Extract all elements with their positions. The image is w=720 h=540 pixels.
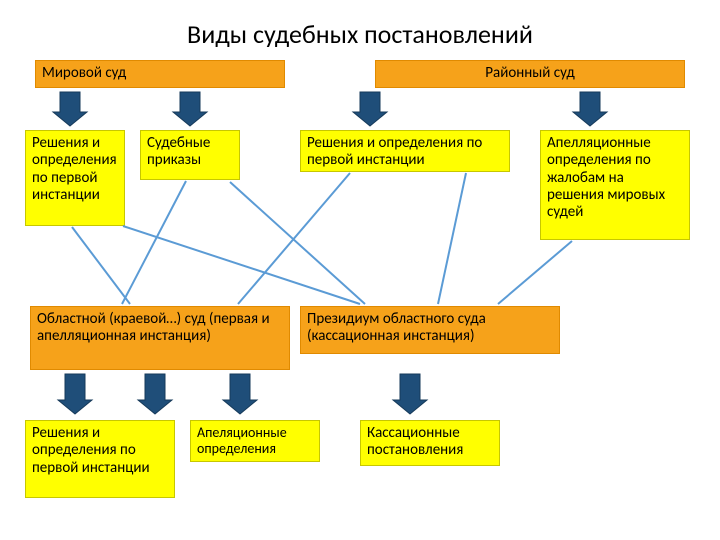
label: Решения и определения по первой инстанци…: [32, 135, 118, 204]
box-mirovoy: Мировой суд: [35, 60, 285, 88]
box-r2: Судебные приказы: [140, 130, 240, 180]
box-r1: Решения и определения по первой инстанци…: [25, 130, 125, 226]
label: Мировой суд: [42, 65, 126, 82]
label: Апелляционные определения по жалобам на …: [547, 135, 683, 221]
label: Судебные приказы: [147, 135, 233, 170]
label: Районный суд: [485, 65, 574, 82]
box-b2: Апеляционные определения: [190, 420, 320, 462]
label: Решения и определения по первой инстанци…: [32, 425, 168, 477]
box-obl: Областной (краевой…) суд (первая и апелл…: [30, 306, 290, 370]
label: Президиум областного суда (кассационная …: [307, 311, 553, 346]
box-b3: Кассационные постановления: [360, 420, 500, 466]
page-title: Виды судебных постановлений: [110, 18, 610, 50]
box-rayon: Районный суд: [375, 60, 685, 88]
label: Кассационные постановления: [367, 425, 493, 460]
box-prez: Президиум областного суда (кассационная …: [300, 306, 560, 354]
label: Решения и определения по первой инстанци…: [307, 135, 503, 170]
box-r3: Решения и определения по первой инстанци…: [300, 130, 510, 172]
label: Апеляционные определения: [197, 425, 313, 457]
box-r4: Апелляционные определения по жалобам на …: [540, 130, 690, 240]
label: Областной (краевой…) суд (первая и апелл…: [37, 311, 283, 346]
box-b1: Решения и определения по первой инстанци…: [25, 420, 175, 498]
